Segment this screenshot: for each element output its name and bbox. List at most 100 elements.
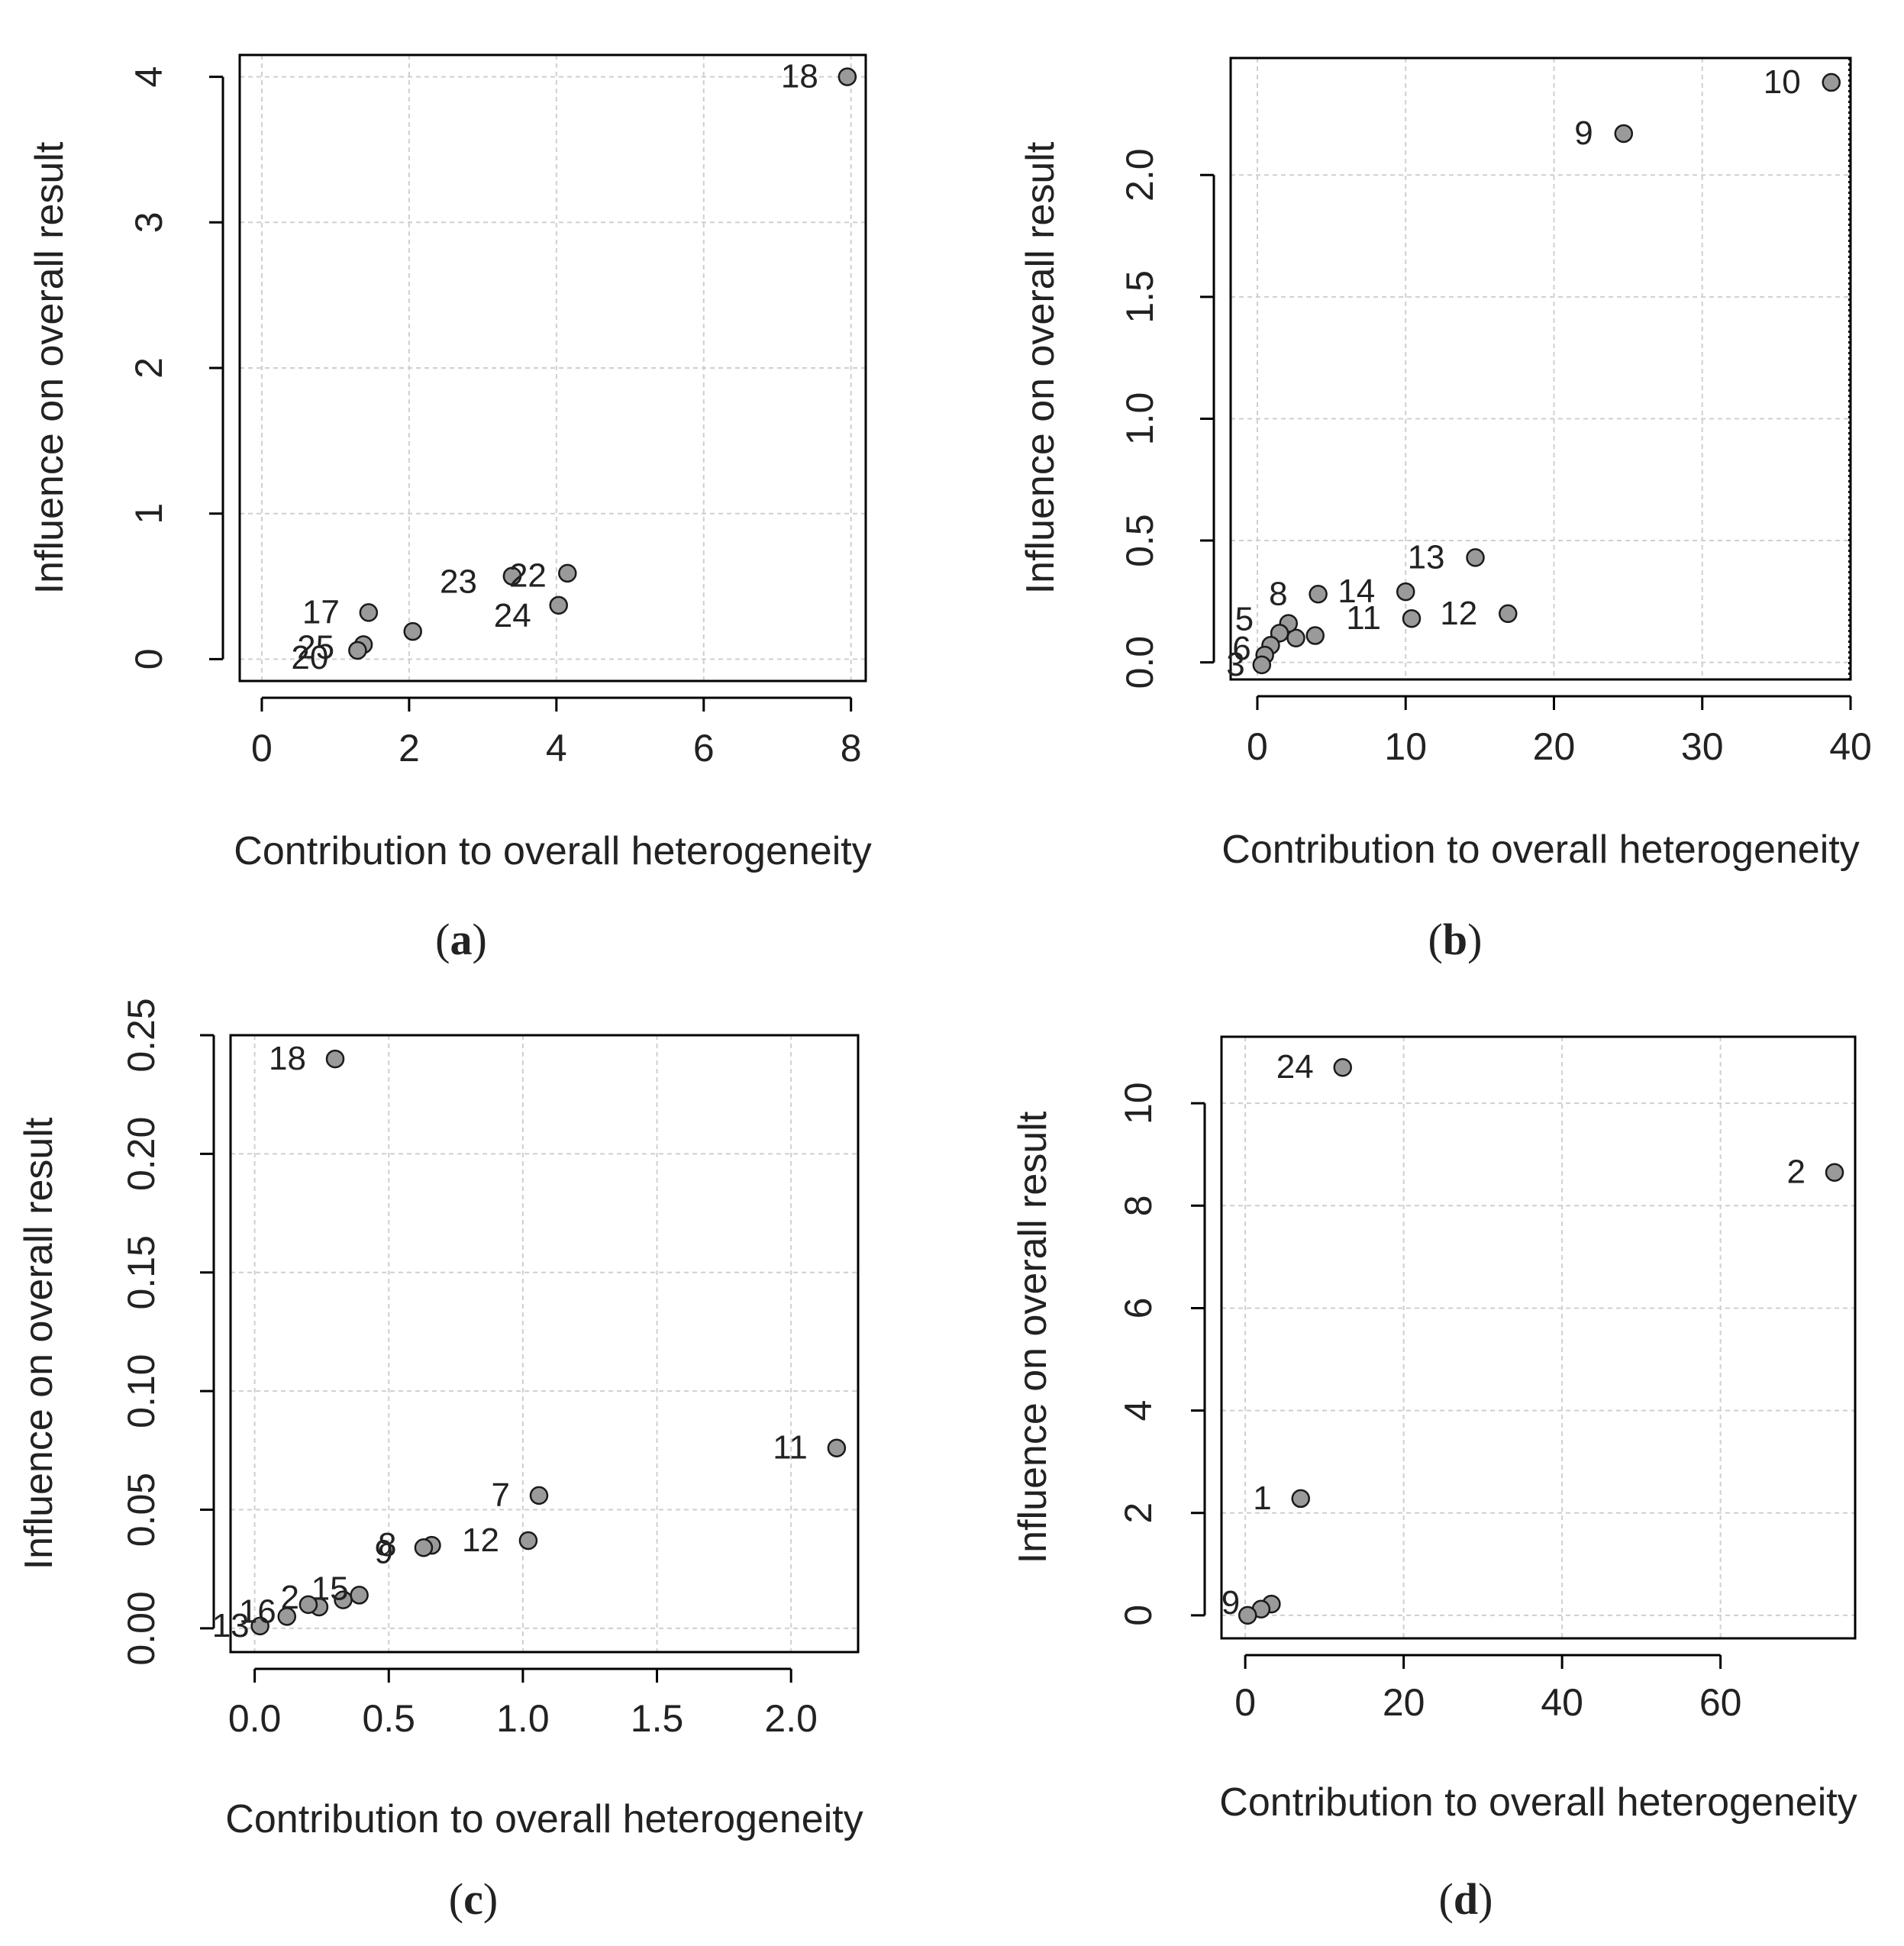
y-tick-label: 0 bbox=[1117, 1605, 1160, 1626]
data-point bbox=[837, 67, 857, 86]
y-axis: 0 2 4 6 8 10 bbox=[1117, 1082, 1206, 1626]
y-tick-label: 0.15 bbox=[120, 1235, 163, 1309]
data-point bbox=[414, 1538, 434, 1557]
data-points bbox=[348, 67, 857, 660]
data-point bbox=[334, 1590, 353, 1609]
x-tick-label: 0 bbox=[251, 727, 273, 770]
x-axis-label: Contribution to overall heterogeneity bbox=[1219, 1780, 1857, 1825]
caption-paren-close: ) bbox=[473, 915, 487, 964]
y-tick-label: 6 bbox=[1117, 1298, 1160, 1319]
y-axis: 0 1 2 3 4 bbox=[127, 66, 224, 670]
point-label: 13 bbox=[212, 1607, 250, 1644]
data-point bbox=[549, 595, 568, 615]
x-axis: 0.0 0.5 1.0 1.5 2.0 bbox=[228, 1667, 818, 1740]
y-axis-label: Influence on overall result bbox=[27, 141, 72, 594]
caption-paren-open: ( bbox=[435, 915, 450, 964]
point-label: 3 bbox=[1226, 646, 1244, 683]
point-label: 14 bbox=[1338, 573, 1375, 610]
point-label: 22 bbox=[509, 557, 547, 595]
point-label: 9 bbox=[1221, 1584, 1240, 1622]
x-tick-label: 30 bbox=[1681, 725, 1724, 768]
y-tick-label: 0.00 bbox=[120, 1591, 163, 1665]
point-label: 17 bbox=[302, 593, 340, 631]
data-point bbox=[250, 1616, 269, 1636]
x-tick-label: 20 bbox=[1383, 1681, 1425, 1724]
point-label: 1 bbox=[1253, 1480, 1271, 1517]
data-point bbox=[1614, 124, 1634, 144]
point-label: 10 bbox=[1764, 63, 1801, 101]
point-label: 16 bbox=[239, 1593, 276, 1630]
point-label: 2 bbox=[1787, 1154, 1806, 1191]
point-label: 5 bbox=[1235, 600, 1254, 637]
x-tick-label: 8 bbox=[841, 727, 862, 770]
data-point bbox=[558, 563, 577, 583]
x-tick-label: 1.5 bbox=[631, 1697, 684, 1740]
point-label: 25 bbox=[297, 628, 334, 666]
grid bbox=[231, 1034, 858, 1652]
y-tick-label: 0.5 bbox=[1118, 514, 1161, 567]
caption-letter: d bbox=[1454, 1874, 1478, 1924]
y-tick-label: 2 bbox=[127, 357, 170, 379]
data-point bbox=[1396, 582, 1415, 602]
point-label: 11 bbox=[1346, 599, 1381, 637]
caption-letter: c bbox=[463, 1874, 483, 1924]
y-tick-label: 4 bbox=[127, 66, 170, 88]
y-tick-label: 0.25 bbox=[120, 998, 163, 1072]
y-tick-label: 2 bbox=[1117, 1502, 1160, 1524]
data-point bbox=[1238, 1606, 1257, 1625]
x-tick-label: 0.0 bbox=[228, 1697, 282, 1740]
x-axis: 0 2 4 6 8 bbox=[251, 696, 862, 770]
data-point bbox=[277, 1607, 297, 1626]
y-tick-label: 10 bbox=[1117, 1082, 1160, 1125]
point-label: 11 bbox=[773, 1429, 808, 1467]
caption-letter: b bbox=[1443, 915, 1467, 964]
point-label: 8 bbox=[1269, 575, 1287, 612]
data-point bbox=[1499, 604, 1518, 624]
data-point bbox=[1305, 626, 1325, 645]
plot-frame bbox=[1220, 1035, 1857, 1640]
point-label: 18 bbox=[781, 58, 818, 95]
point-label: 6 bbox=[1232, 630, 1251, 667]
panel-caption: (c) bbox=[449, 1874, 498, 1924]
data-point bbox=[1309, 585, 1328, 604]
y-tick-label: 0.20 bbox=[120, 1117, 163, 1191]
caption-paren-close: ) bbox=[483, 1874, 498, 1924]
y-tick-label: 8 bbox=[1117, 1195, 1160, 1216]
y-axis: 0.0 0.5 1.0 1.5 2.0 bbox=[1118, 148, 1215, 689]
caption-paren-open: ( bbox=[1428, 915, 1443, 964]
y-axis-label: Influence on overall result bbox=[17, 1117, 61, 1570]
point-label: 2 bbox=[280, 1579, 299, 1616]
plot-frame bbox=[1229, 56, 1852, 681]
x-tick-label: 1.0 bbox=[496, 1697, 550, 1740]
x-tick-label: 0 bbox=[1234, 1681, 1256, 1724]
y-tick-label: 0.10 bbox=[120, 1354, 163, 1428]
point-label: 23 bbox=[440, 563, 477, 601]
caption-paren-close: ) bbox=[1467, 915, 1482, 964]
x-axis: 0 10 20 30 40 bbox=[1247, 695, 1872, 768]
x-tick-label: 2 bbox=[399, 727, 420, 770]
data-point bbox=[348, 641, 367, 660]
y-axis-label: Influence on overall result bbox=[1018, 141, 1063, 594]
point-label: 8 bbox=[378, 1526, 396, 1564]
y-tick-label: 0 bbox=[127, 648, 170, 670]
data-points bbox=[250, 1049, 847, 1636]
panel-caption: (d) bbox=[1439, 1874, 1493, 1924]
caption-paren-open: ( bbox=[449, 1874, 463, 1924]
point-labels: 10 9 13 14 8 12 11 563 bbox=[1226, 63, 1800, 683]
data-point bbox=[1252, 655, 1272, 675]
x-tick-label: 0.5 bbox=[362, 1697, 415, 1740]
x-tick-label: 10 bbox=[1384, 725, 1427, 768]
data-point bbox=[1291, 1489, 1310, 1509]
y-tick-label: 0.0 bbox=[1118, 636, 1161, 689]
x-axis: 0 20 40 60 bbox=[1234, 1654, 1741, 1724]
x-tick-label: 40 bbox=[1541, 1681, 1583, 1724]
point-label: 24 bbox=[494, 597, 531, 634]
data-point bbox=[1825, 1163, 1844, 1182]
y-tick-label: 1 bbox=[127, 503, 170, 524]
grid bbox=[240, 55, 866, 681]
grid bbox=[1231, 58, 1851, 679]
